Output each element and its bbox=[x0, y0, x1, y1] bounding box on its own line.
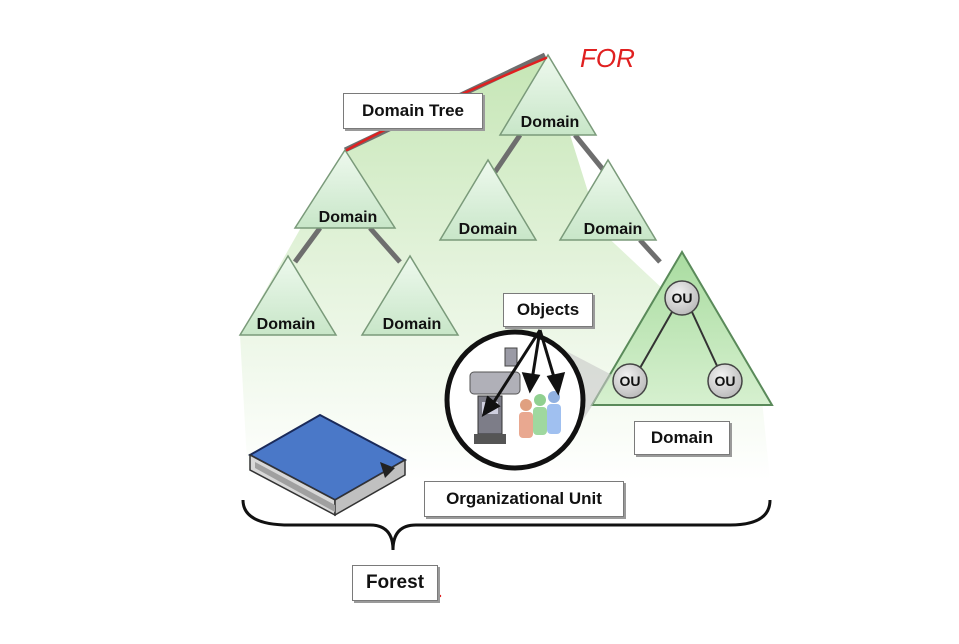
domain-triangle bbox=[438, 158, 538, 241]
organizational-unit-circle bbox=[444, 329, 586, 471]
objects-label: Objects bbox=[503, 293, 593, 327]
computer-icon bbox=[469, 347, 521, 444]
domain-label: Domain bbox=[383, 316, 442, 333]
ou-node bbox=[664, 280, 700, 316]
domain-label: Domain bbox=[459, 221, 518, 238]
ou-connectors bbox=[639, 311, 719, 369]
ou-node bbox=[612, 363, 648, 399]
users-icon bbox=[519, 391, 561, 438]
domain-tree-label: Domain Tree bbox=[343, 93, 483, 129]
ou-node bbox=[707, 363, 743, 399]
domain-triangle bbox=[293, 148, 397, 229]
domain-label: Domain bbox=[319, 209, 378, 226]
ou-label: OU bbox=[620, 373, 641, 389]
domain-label: Domain bbox=[257, 316, 316, 333]
domain-triangle bbox=[360, 254, 460, 336]
domain-label: Domain bbox=[584, 221, 643, 238]
ou-nodes bbox=[612, 280, 743, 399]
book-icon bbox=[247, 413, 408, 517]
forest-brace bbox=[241, 499, 772, 551]
domain-triangle bbox=[498, 53, 598, 136]
ou-label: OU bbox=[672, 290, 693, 306]
ou-label: OU bbox=[715, 373, 736, 389]
organizational-unit-label: Organizational Unit bbox=[424, 481, 624, 517]
annotation-text: FOR bbox=[580, 43, 635, 73]
domain-label: Domain bbox=[521, 114, 580, 131]
domain-labels: Domain Domain Domain Domain Domain Domai… bbox=[257, 114, 643, 333]
forest-label: Forest bbox=[352, 565, 438, 601]
ou-domain-label: Domain bbox=[634, 421, 730, 455]
domain-triangles bbox=[238, 53, 658, 336]
domain-triangle bbox=[238, 254, 338, 336]
domain-triangle bbox=[558, 158, 658, 241]
ou-labels: OU OU OU bbox=[620, 290, 736, 389]
object-arrows bbox=[481, 329, 566, 418]
